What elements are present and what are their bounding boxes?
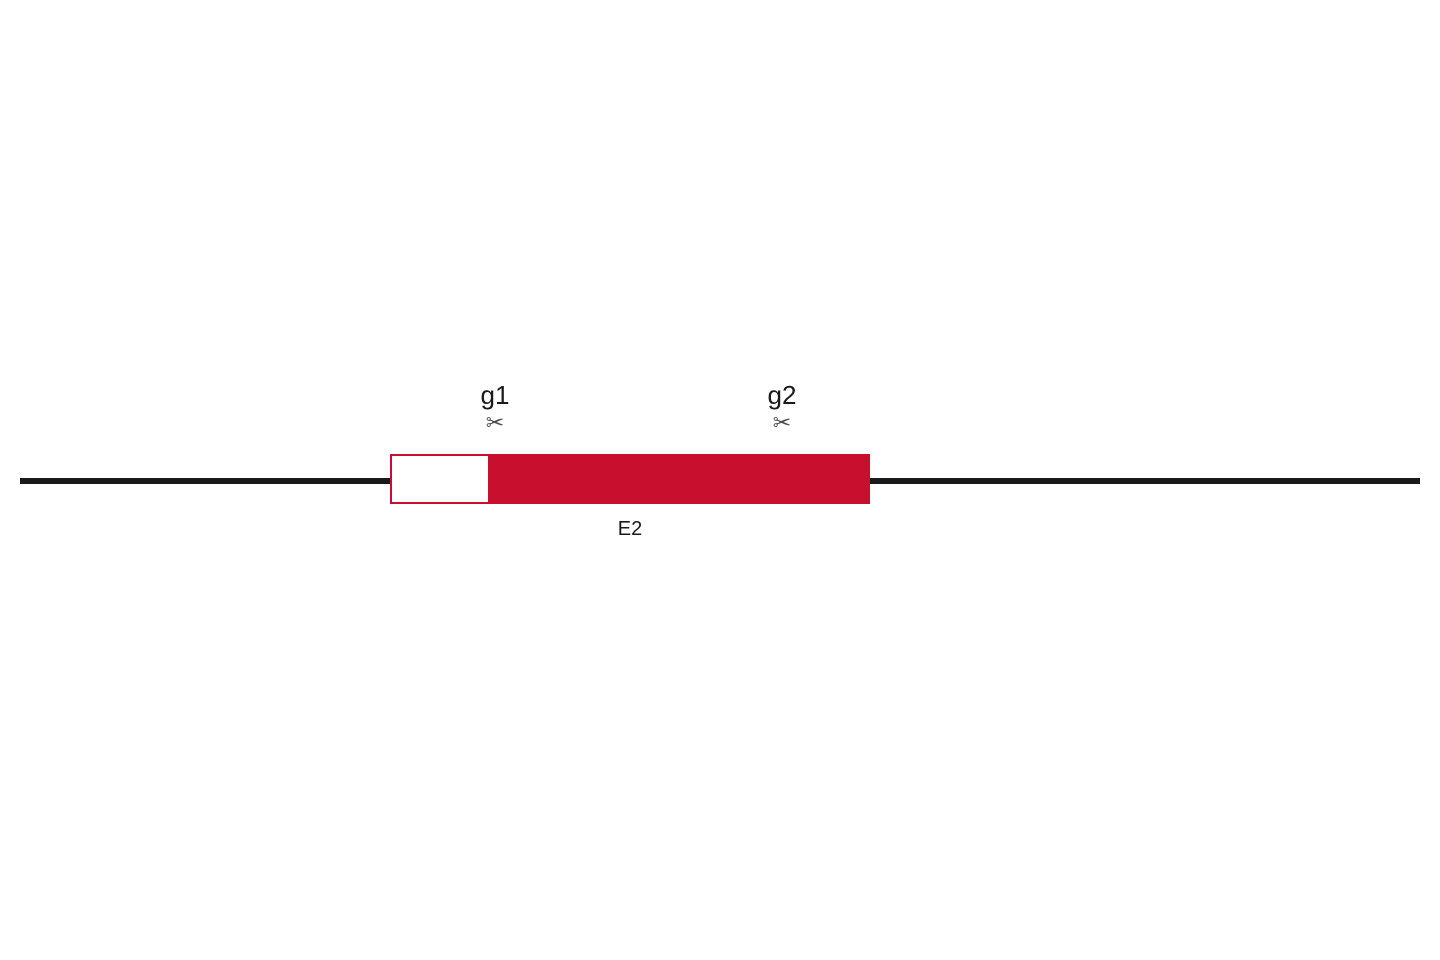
scissors-icon: ✂ [486,410,504,436]
exon-label: E2 [618,518,642,541]
cut-label-g2: g2 [768,380,797,411]
cut-label-g1: g1 [481,380,510,411]
exon-utr [390,454,490,504]
exon-cds [490,454,870,504]
scissors-icon: ✂ [773,410,791,436]
gene-diagram: E2 g1 ✂ g2 ✂ [0,0,1440,960]
